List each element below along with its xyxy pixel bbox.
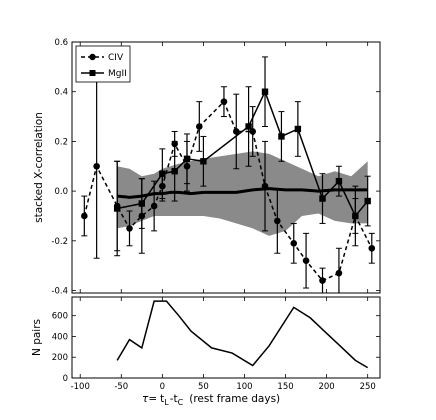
mgii-point [352,212,359,220]
mgii-point [159,170,166,177]
civ-point [232,128,240,135]
mgii-point [261,88,269,95]
correlation-y-tick-label: 0.0 [54,187,68,197]
correlation-y-tick-label: 0.4 [54,88,68,98]
correlation-y-tick-label: 0.6 [54,38,68,48]
civ-point [150,202,158,210]
mgii-point [319,195,326,202]
civ-point [368,244,376,252]
correlation-frame [71,41,381,294]
x-tick-label: 100 [236,382,252,392]
x-tick-label: 250 [360,382,376,392]
x-label-l-sub: L [164,398,169,407]
civ-point [249,128,256,135]
civ-point [220,98,228,105]
mgii-point [245,123,252,130]
mgii-point [278,133,285,140]
x-tick-label: 0 [160,382,165,392]
pairs-plot-area [116,300,369,369]
correlation-y-tick-label: 0.2 [54,137,68,147]
pairs-line [116,300,369,369]
correlation-y-tick-label: -0.4 [51,287,68,297]
civ-point [335,269,343,277]
correlation-plot-area [81,56,376,293]
civ-point [274,217,281,225]
mgii-point [335,177,343,185]
mgii-point [138,200,146,207]
legend-mgii-marker [89,70,96,76]
mgii-point [183,155,191,163]
civ-point [290,239,298,247]
legend-civ-marker [89,53,96,61]
civ-point [319,277,326,284]
correlation-y-label: stacked X-correlation [33,112,45,223]
mgii-series [113,56,371,257]
x-axis-label: τ= tL-tC (rest frame days) [142,393,280,407]
pairs-y-tick-label: 200 [52,353,68,363]
mgii-point [200,158,207,165]
pairs-x-ticks: -100 -50 0 50 100 150 200 250 [71,297,376,392]
correlation-y-ticks: -0.4 -0.2 0.0 0.2 0.4 0.6 [51,38,380,297]
civ-point [81,212,88,220]
mgii-point [364,197,371,205]
pairs-y-tick-label: 0 [63,374,68,384]
pairs-panel: 0 200 400 600 -100 -50 0 50 100 150 200 250 N pair… [31,296,381,407]
civ-point [126,225,133,232]
correlation-panel: -0.4 -0.2 0.0 0.2 0.4 0.6 stacked X-correlati… [33,38,381,297]
x-label-t: t [160,393,164,405]
x-label-tau: τ= [142,393,157,405]
correlation-y-tick-label: -0.2 [51,237,68,247]
pairs-frame [71,296,381,379]
legend-civ-label: CIV [108,53,124,63]
pairs-y-tick-label: 600 [52,312,68,322]
legend: CIV MgII [75,45,131,83]
civ-point [261,182,269,190]
x-tick-label: 200 [318,382,334,392]
x-tick-label: -50 [114,382,128,392]
x-tick-label: 150 [277,382,293,392]
civ-point [93,162,100,170]
x-tick-label: -100 [71,382,90,392]
x-label-dash-t: -t [170,393,178,405]
legend-box [75,45,131,83]
shaded-band [117,151,368,236]
mgii-point [171,168,178,175]
x-label-c-sub: C [178,398,184,407]
pairs-y-ticks: 0 200 400 600 [52,312,380,384]
pairs-y-tick-label: 400 [52,332,68,342]
x-tick-label: 50 [198,382,209,392]
civ-point [196,123,203,130]
mgii-point [294,125,302,133]
civ-point [302,257,310,264]
pairs-y-label: N pairs [31,319,43,356]
x-label-rest: (rest frame days) [189,393,280,405]
mgii-point [113,205,121,212]
legend-mgii-label: MgII [108,69,127,79]
